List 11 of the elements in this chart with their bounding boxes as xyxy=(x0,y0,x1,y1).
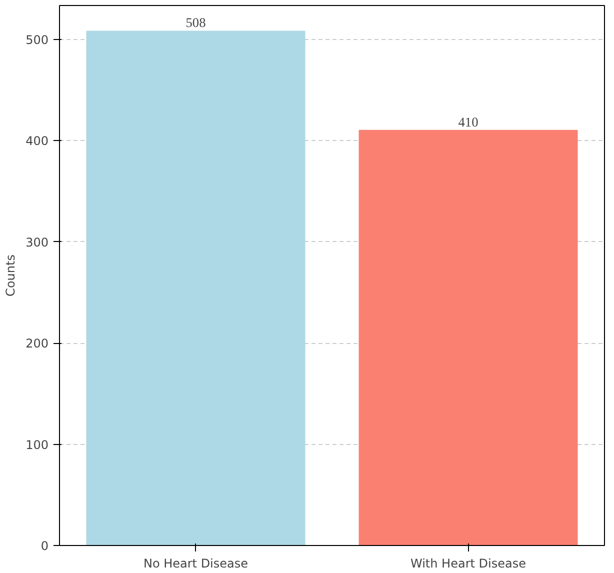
y-tick-label: 500 xyxy=(26,32,48,47)
data-label: 410 xyxy=(458,114,479,130)
y-tick-label: 200 xyxy=(26,336,48,351)
y-tick-label: 300 xyxy=(26,235,48,250)
y-tick-label: 0 xyxy=(40,539,49,553)
x-tick-label: No Heart Disease xyxy=(143,556,248,570)
data-label: 508 xyxy=(186,15,206,30)
y-axis-title: Counts xyxy=(4,254,18,296)
y-tick-label: 400 xyxy=(26,134,48,148)
x-tick-label: With Heart Disease xyxy=(410,556,526,570)
y-tick-label: 100 xyxy=(26,438,48,452)
